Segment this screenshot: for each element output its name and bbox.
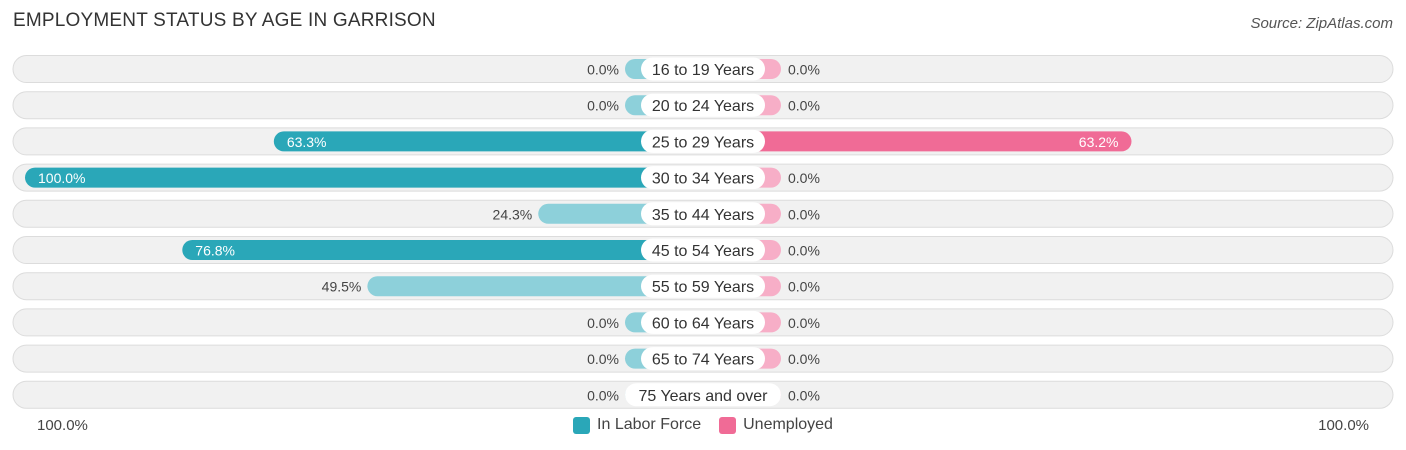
category-pill [641,238,765,262]
value-label-labor-force: 0.0% [587,315,619,331]
value-label-labor-force: 24.3% [493,206,533,222]
value-label-labor-force: 76.8% [195,243,235,259]
bar-labor-force [273,131,703,152]
value-label-labor-force: 0.0% [587,351,619,367]
legend: In Labor Force Unemployed [0,416,1406,434]
value-label-labor-force: 0.0% [587,62,619,78]
value-label-unemployed: 0.0% [788,315,820,331]
axis-right-label: 100.0% [1318,417,1369,434]
value-label-unemployed: 0.0% [788,243,820,259]
category-label: 16 to 19 Years [652,62,754,79]
legend-item-labor-force[interactable]: In Labor Force [573,416,701,434]
legend-label-unemployed: Unemployed [743,416,833,433]
category-label: 30 to 34 Years [652,171,754,188]
value-label-labor-force: 49.5% [322,279,362,295]
legend-item-unemployed[interactable]: Unemployed [719,416,833,434]
value-label-unemployed: 0.0% [788,62,820,78]
category-pill [641,129,765,153]
category-pill [641,274,765,298]
bar-labor-force [182,240,703,260]
category-pill [641,166,765,190]
bar-labor-force [367,276,703,297]
legend-swatch-labor-force [573,416,591,434]
category-label: 65 to 74 Years [652,352,754,369]
category-pill [641,93,765,117]
value-label-unemployed: 0.0% [788,98,820,114]
category-label: 35 to 44 Years [652,207,754,224]
category-pill [641,347,765,371]
bar-labor-force [25,167,703,188]
category-pill [641,310,765,334]
value-label-unemployed: 0.0% [788,387,820,403]
axis-left-label: 100.0% [37,417,88,434]
category-pill [641,57,765,81]
category-label: 20 to 24 Years [652,98,754,115]
value-label-unemployed: 63.2% [1079,134,1119,150]
value-label-unemployed: 0.0% [788,206,820,222]
category-label: 55 to 59 Years [652,279,754,296]
category-label: 45 to 54 Years [652,243,754,260]
category-pill [641,202,765,226]
category-label: 60 to 64 Years [652,315,754,332]
category-pill [625,383,781,407]
value-label-labor-force: 63.3% [287,134,327,150]
chart-title: EMPLOYMENT STATUS BY AGE IN GARRISON [13,10,436,31]
source-note: Source: ZipAtlas.com [1250,15,1393,32]
value-label-labor-force: 0.0% [587,98,619,114]
value-label-unemployed: 0.0% [788,279,820,295]
value-label-labor-force: 100.0% [38,170,85,186]
value-label-unemployed: 0.0% [788,351,820,367]
bar-unemployed [703,131,1132,152]
category-label: 25 to 29 Years [652,134,754,151]
value-label-labor-force: 0.0% [587,387,619,403]
legend-label-labor-force: In Labor Force [597,416,702,433]
legend-swatch-unemployed [719,416,737,434]
category-label: 75 Years and over [639,388,769,405]
value-label-unemployed: 0.0% [788,170,820,186]
